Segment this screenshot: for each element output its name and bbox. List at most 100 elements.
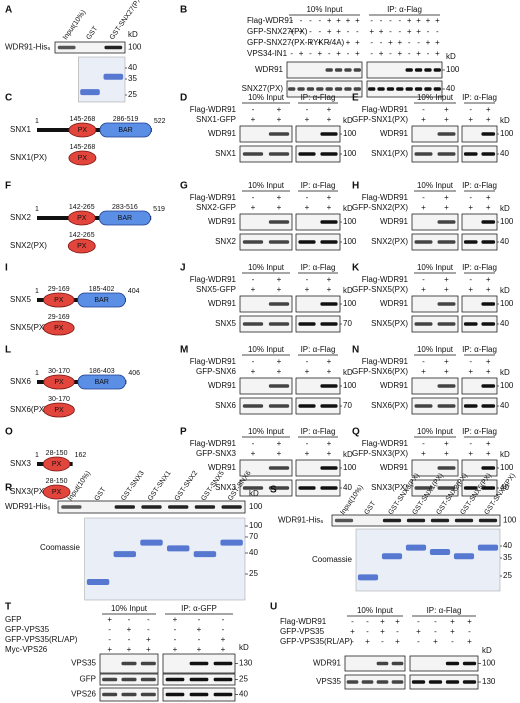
stain-band (453, 553, 475, 560)
group-header: IP: α-GFP (181, 604, 217, 613)
group-header: IP: α-Flag (301, 263, 336, 272)
condition-sign: + (107, 615, 112, 624)
domain-name: BAR (95, 379, 109, 386)
condition-sign: + (486, 439, 491, 448)
domain-range: 142-265 (69, 204, 95, 211)
group-header: IP: α-Flag (301, 427, 336, 436)
blot-panel (344, 674, 406, 690)
condition-sign: - (290, 49, 293, 58)
condition-sign: + (327, 439, 332, 448)
blot-name: SNX2(PX) (371, 237, 408, 246)
blot-name: SNX27(PX) (242, 84, 284, 93)
blot-band (361, 680, 374, 684)
blot-band (306, 87, 315, 91)
lane-label: GST-SNX2 (174, 470, 200, 502)
condition-name: Flag-WDR91 (362, 105, 409, 114)
blot-band (213, 661, 233, 666)
blot-band (102, 677, 118, 682)
condition-sign: + (327, 193, 332, 202)
domain-name: PX (54, 325, 64, 332)
condition-sign: + (433, 637, 438, 646)
condition-sign: + (435, 38, 440, 47)
group-header: IP: α-Flag (462, 181, 497, 190)
blot-band (481, 404, 496, 408)
stain-band (429, 548, 451, 555)
blot-band (405, 68, 413, 72)
blot-band (481, 384, 496, 388)
marker-label: 100 (500, 463, 514, 472)
condition-name: GFP-SNX5(PX) (352, 285, 408, 294)
blot-band (437, 220, 456, 224)
condition-sign: + (251, 115, 256, 124)
condition-sign: + (468, 115, 473, 124)
blot-band (391, 661, 404, 666)
blot-name: WDR91 (208, 129, 237, 138)
px-domain (42, 320, 75, 336)
kd-unit: kD (500, 204, 510, 213)
marker-label: 25 (249, 569, 258, 578)
domain-name: PX (52, 461, 62, 468)
blot-band (377, 87, 385, 91)
condition-sign: + (277, 285, 282, 294)
condition-sign: - (370, 16, 373, 25)
blot-band (140, 677, 156, 682)
protein-name: SNX3 (10, 459, 31, 468)
marker-label: 100 (343, 149, 357, 158)
condition-sign: + (407, 16, 412, 25)
condition-sign: + (486, 367, 491, 376)
condition-sign: + (327, 275, 332, 284)
blot-band (320, 220, 338, 224)
blot-band (221, 505, 242, 509)
blot-band (242, 486, 264, 490)
group-header: 10% Input (111, 604, 148, 613)
blot-panel (239, 479, 293, 497)
condition-name: Flag-WDR91 (280, 617, 327, 626)
blot-panel (239, 233, 293, 251)
blot-band (268, 220, 290, 224)
blot-panel (411, 213, 459, 231)
blot-band (268, 486, 290, 490)
condition-name: GFP-SNX6 (196, 367, 237, 376)
condition-sign: - (147, 615, 150, 624)
condition-sign: + (355, 16, 360, 25)
condition-sign: - (366, 617, 369, 626)
condition-sign: + (221, 645, 226, 654)
condition-sign: - (468, 627, 471, 636)
construct-range: 29-169 (48, 314, 70, 321)
condition-name: SNX2-GFP (196, 203, 236, 212)
domain-name: PX (54, 297, 64, 304)
blot-band (268, 152, 290, 156)
condition-name: Flag-WDR91 (190, 105, 237, 114)
group-header: 10% Input (417, 427, 454, 436)
domain-name: PX (77, 243, 87, 250)
blot-panel (411, 233, 459, 251)
condition-sign: - (300, 38, 303, 47)
blot-band (437, 152, 456, 156)
blot-band (141, 505, 162, 509)
condition-sign: - (422, 357, 425, 366)
blot-name: WDR91-His₆ (278, 516, 323, 525)
condition-name: GFP-SNX3(PX) (352, 449, 408, 458)
construct-range: 142-265 (69, 232, 95, 239)
condition-sign: - (469, 105, 472, 114)
blot-band (463, 152, 478, 156)
blot-band (165, 692, 185, 697)
blot-band (463, 240, 478, 244)
marker-label: 100 (500, 217, 514, 226)
condition-sign: + (336, 49, 341, 58)
panel-label: T (5, 602, 11, 613)
condition-sign: + (173, 615, 178, 624)
panel-label: O (5, 427, 13, 438)
group-header: IP: α-Flag (462, 93, 497, 102)
blot-panel (239, 315, 293, 333)
condition-sign: + (305, 285, 310, 294)
condition-sign: + (299, 49, 304, 58)
blot-band (288, 87, 296, 91)
group-header: IP: α-Flag (301, 93, 336, 102)
condition-sign: + (468, 285, 473, 294)
blot-panel (239, 459, 293, 477)
group-header: 10% Input (248, 345, 285, 354)
blot-band (61, 505, 82, 509)
condition-sign: + (277, 275, 282, 284)
kd-unit: kD (249, 489, 259, 498)
